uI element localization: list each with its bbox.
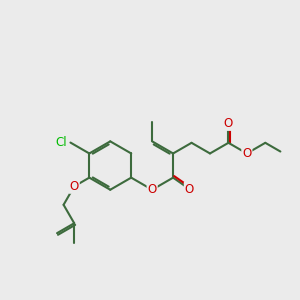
Text: O: O [148,183,157,196]
Text: O: O [224,117,233,130]
Text: O: O [185,182,194,196]
Text: O: O [70,180,79,193]
Text: Cl: Cl [56,136,67,149]
Text: O: O [242,147,251,160]
